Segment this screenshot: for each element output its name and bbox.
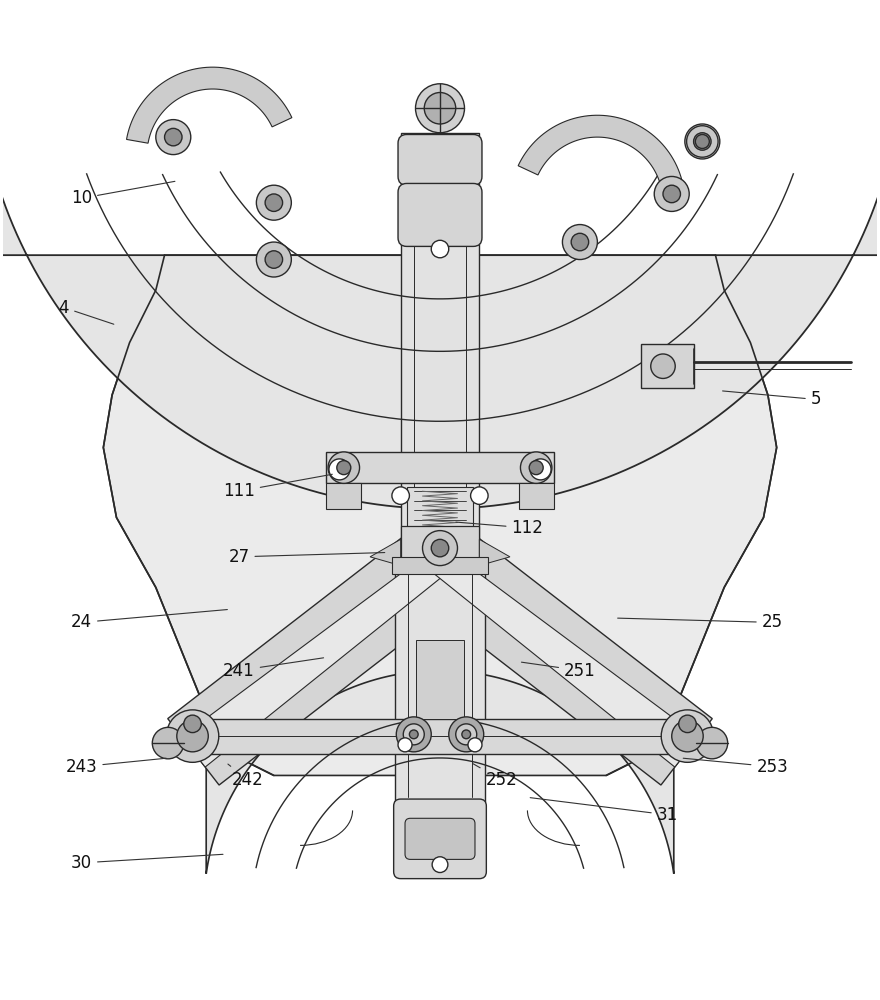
Circle shape [403,724,424,745]
Polygon shape [400,133,480,802]
Circle shape [392,487,409,504]
Polygon shape [400,526,480,566]
Polygon shape [127,67,292,143]
Circle shape [184,715,202,733]
Circle shape [422,531,458,566]
Text: 251: 251 [522,662,596,680]
Circle shape [471,487,488,504]
Polygon shape [0,189,880,509]
Polygon shape [394,570,486,802]
Circle shape [530,459,551,480]
Circle shape [663,185,680,203]
Circle shape [529,461,543,475]
Circle shape [431,240,449,258]
FancyBboxPatch shape [405,818,475,859]
FancyBboxPatch shape [398,134,482,185]
Circle shape [328,452,360,483]
Polygon shape [206,671,674,874]
Polygon shape [518,115,684,191]
Circle shape [165,128,182,146]
Polygon shape [518,483,554,509]
Circle shape [415,84,465,133]
Circle shape [696,727,728,759]
Text: 24: 24 [71,610,227,631]
Text: 5: 5 [722,390,821,408]
Circle shape [166,710,219,762]
Circle shape [686,126,718,157]
Text: 241: 241 [223,658,324,680]
Text: 4: 4 [59,299,114,324]
Circle shape [256,242,291,277]
Circle shape [431,539,449,557]
Circle shape [156,120,191,155]
Polygon shape [415,640,465,719]
Circle shape [571,233,589,251]
Polygon shape [181,551,448,767]
Text: 27: 27 [228,548,385,566]
Polygon shape [326,452,554,483]
FancyBboxPatch shape [393,799,487,879]
Text: 25: 25 [618,613,783,631]
Circle shape [685,124,720,159]
Circle shape [678,715,696,733]
Circle shape [398,738,412,752]
Text: 10: 10 [71,181,175,207]
Text: 253: 253 [683,758,788,776]
Polygon shape [370,539,400,566]
Text: 111: 111 [223,474,333,500]
Circle shape [650,354,675,378]
Text: 252: 252 [473,764,517,789]
Text: 243: 243 [66,758,166,776]
Circle shape [177,720,209,752]
Circle shape [693,133,711,150]
Polygon shape [432,551,699,767]
Polygon shape [480,539,510,566]
Circle shape [562,225,598,260]
FancyBboxPatch shape [398,183,482,246]
Text: 112: 112 [456,519,543,537]
Circle shape [329,459,350,480]
Polygon shape [642,344,693,388]
Circle shape [396,717,431,752]
Polygon shape [392,557,488,574]
Circle shape [256,185,291,220]
Circle shape [462,730,471,739]
Circle shape [449,717,484,752]
Polygon shape [168,528,466,785]
Circle shape [265,194,282,211]
Polygon shape [103,255,777,775]
Circle shape [695,134,709,148]
Circle shape [432,857,448,873]
Circle shape [520,452,552,483]
Circle shape [661,710,714,762]
Circle shape [409,730,418,739]
Circle shape [424,93,456,124]
Circle shape [671,720,703,752]
Circle shape [468,738,482,752]
Text: 31: 31 [530,798,678,824]
Polygon shape [414,528,712,785]
Circle shape [456,724,477,745]
Polygon shape [326,483,362,509]
Text: 30: 30 [71,854,223,872]
Polygon shape [178,719,702,754]
Circle shape [152,727,184,759]
Polygon shape [407,487,473,544]
Circle shape [654,176,689,211]
Circle shape [265,251,282,268]
Text: 242: 242 [228,764,263,789]
Circle shape [337,461,351,475]
